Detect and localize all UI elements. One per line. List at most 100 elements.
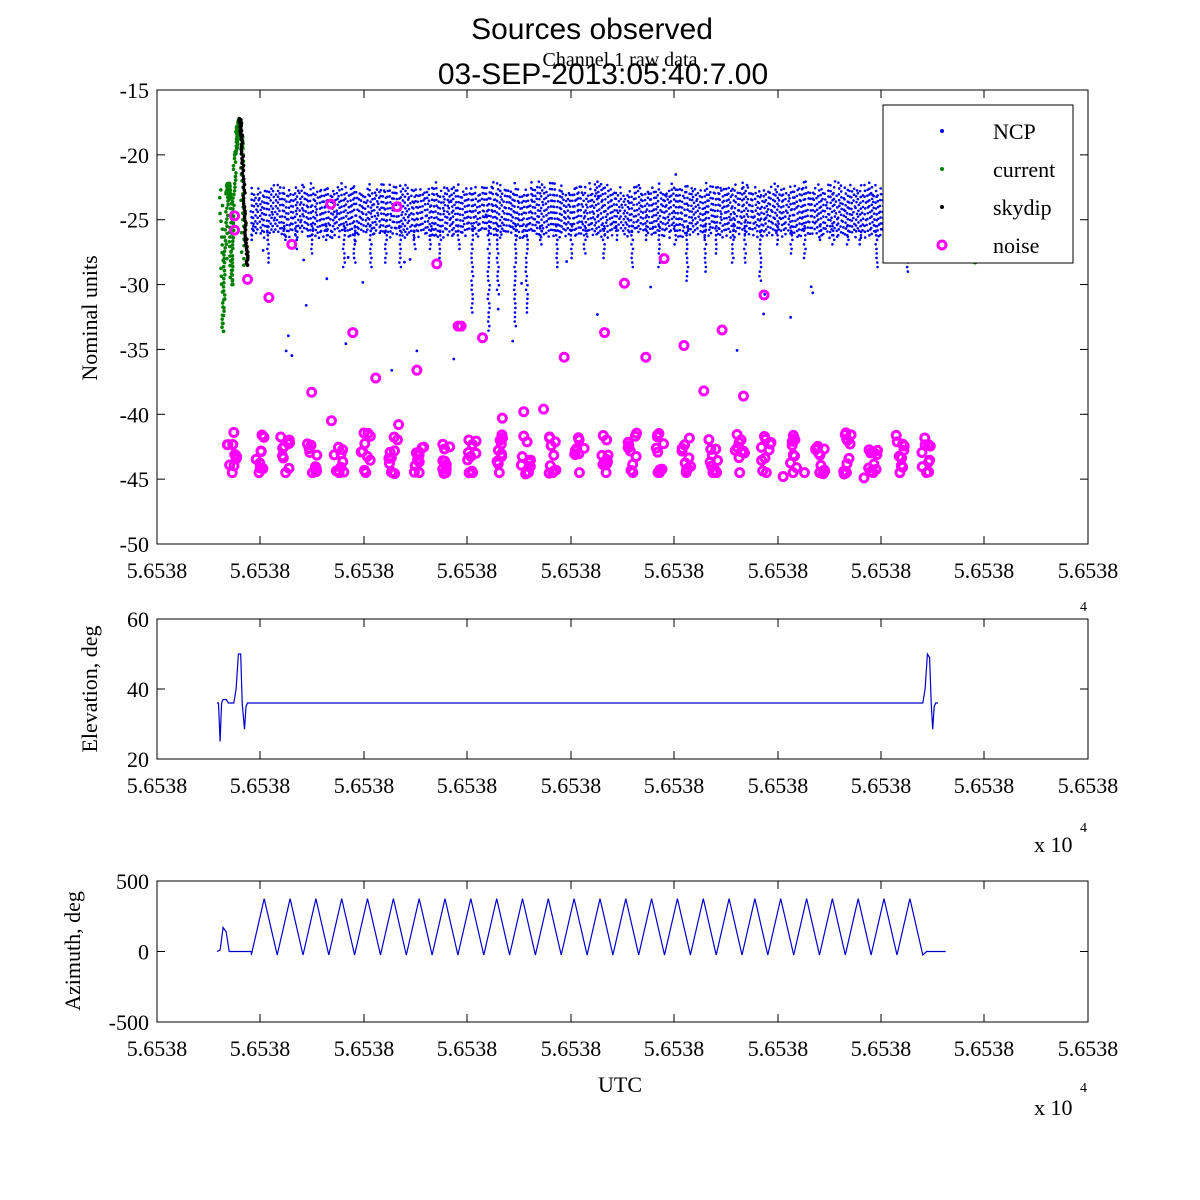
ncp-point xyxy=(261,248,265,252)
ncp-point xyxy=(827,189,830,192)
ncp-point xyxy=(826,230,829,233)
ncp-point xyxy=(830,216,833,220)
ncp-point xyxy=(658,229,661,233)
ncp-point xyxy=(612,220,616,224)
ncp-point xyxy=(448,230,451,233)
ncp-point xyxy=(727,227,730,231)
ncp-point xyxy=(817,212,820,216)
noise-point xyxy=(572,432,584,444)
ncp-point xyxy=(348,222,352,226)
ncp-point xyxy=(274,199,278,202)
ncp-point xyxy=(840,207,843,211)
ncp-point xyxy=(369,206,373,209)
ncp-point xyxy=(252,222,255,226)
ncp-point xyxy=(879,233,882,237)
ncp-point xyxy=(824,215,828,219)
ncp-point xyxy=(866,194,869,198)
ncp-point xyxy=(586,235,589,238)
ncp-point xyxy=(370,215,374,219)
ncp-point xyxy=(520,218,524,222)
ncp-point xyxy=(484,192,488,196)
ncp-point xyxy=(668,195,671,199)
ncp-point xyxy=(686,265,690,269)
ncp-point xyxy=(566,226,570,230)
ncp-point xyxy=(582,233,586,237)
ncp-point xyxy=(428,238,432,242)
ncp-point xyxy=(711,197,715,200)
ncp-point xyxy=(601,238,605,242)
ncp-point xyxy=(386,213,390,216)
ncp-point xyxy=(469,222,473,225)
ncp-point xyxy=(316,231,319,234)
noise-point xyxy=(393,419,405,431)
ncp-point xyxy=(876,265,879,269)
ncp-point xyxy=(813,186,817,190)
ncp-point xyxy=(692,201,696,205)
ncp-point xyxy=(306,229,310,232)
ncp-point xyxy=(278,221,281,224)
ncp-point xyxy=(318,224,322,228)
ncp-point xyxy=(866,188,869,192)
ncp-point xyxy=(819,199,823,203)
ncp-point xyxy=(425,214,429,217)
ncp-point xyxy=(626,199,630,203)
ncp-point xyxy=(672,186,676,190)
ncp-point xyxy=(498,207,501,210)
ncp-point xyxy=(857,209,860,213)
ncp-point xyxy=(630,207,634,210)
ncp-point xyxy=(872,212,876,215)
ncp-point xyxy=(386,207,389,210)
ncp-point xyxy=(582,243,586,246)
ncp-point xyxy=(470,283,474,287)
ncp-point xyxy=(309,193,313,197)
ncp-point xyxy=(713,192,717,195)
noise-point xyxy=(228,426,240,438)
ncp-point xyxy=(407,219,411,223)
ncp-point xyxy=(859,236,863,240)
ncp-point xyxy=(495,222,499,226)
ncp-point xyxy=(570,252,574,255)
ncp-point xyxy=(383,190,387,194)
ncp-point xyxy=(465,187,468,190)
ncp-point xyxy=(529,186,533,190)
ncp-point xyxy=(709,231,713,235)
ncp-point xyxy=(276,207,280,210)
ncp-point xyxy=(580,220,584,224)
noise-point xyxy=(437,455,449,467)
ncp-point xyxy=(716,209,719,212)
ncp-point xyxy=(373,214,377,218)
ncp-point xyxy=(514,187,518,191)
ncp-point xyxy=(871,220,874,224)
ncp-point xyxy=(388,218,392,222)
ncp-point xyxy=(352,202,356,206)
ncp-point xyxy=(291,216,295,220)
x-tick-label: 5.6538 xyxy=(954,773,1015,798)
ncp-point xyxy=(560,231,563,234)
ncp-point xyxy=(662,234,666,238)
ncp-point xyxy=(742,197,746,201)
ncp-point xyxy=(879,187,882,190)
ncp-point xyxy=(309,228,312,232)
ncp-point xyxy=(526,199,530,203)
ncp-point xyxy=(361,218,365,221)
ncp-point xyxy=(414,247,417,251)
ncp-point xyxy=(260,211,264,215)
ncp-point xyxy=(568,205,572,208)
ncp-point xyxy=(288,223,291,227)
ncp-point xyxy=(667,224,671,228)
ncp-point xyxy=(839,231,843,234)
ncp-point xyxy=(866,211,870,215)
ncp-point xyxy=(743,229,747,233)
current-point xyxy=(225,224,229,228)
ncp-point xyxy=(429,243,432,246)
ncp-point xyxy=(447,189,450,192)
ncp-point xyxy=(588,181,591,185)
ncp-point xyxy=(724,228,728,232)
noise-point xyxy=(707,467,719,479)
ncp-point xyxy=(441,230,445,233)
ncp-point xyxy=(313,222,317,226)
ncp-point xyxy=(522,234,526,238)
x-tick-label: 5.6538 xyxy=(851,773,912,798)
ncp-point xyxy=(780,223,784,227)
ncp-point xyxy=(603,186,607,189)
